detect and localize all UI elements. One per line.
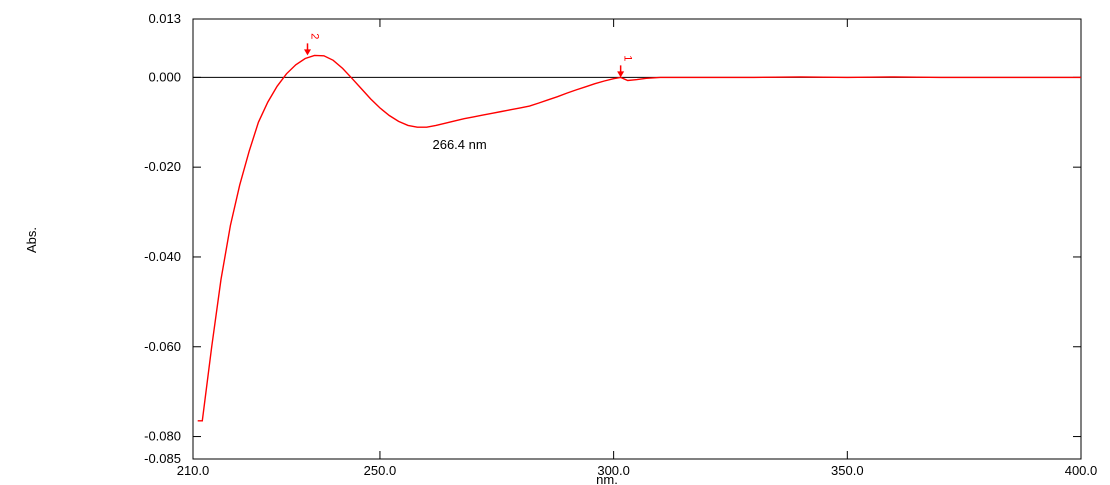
axis-ticks: 0.013 0.000 -0.020 -0.040 -0.060 -0.080 -0.085… [144,11,1097,478]
plot-frame [192,18,1082,460]
x-tick-label: 350.0 [831,463,864,478]
annotations: 266.4 nm [432,137,486,152]
x-tick-label: 300.0 [597,463,630,478]
y-axis-title: Abs. [24,227,39,253]
x-tick-label: 210.0 [177,463,210,478]
x-tick-label: 250.0 [364,463,397,478]
x-axis-title: nm. [596,472,618,485]
y-tick-label: -0.085 [144,451,181,466]
peak-markers: 21 [304,33,634,78]
y-tick-label: -0.080 [144,429,181,444]
y-tick-label: -0.060 [144,339,181,354]
series-lines [197,54,1081,422]
y-tick-label: 0.013 [148,11,181,26]
y-tick-label: -0.040 [144,249,181,264]
peak-label: 1 [622,55,634,61]
annotation-label: 266.4 nm [432,137,486,152]
series-line [197,54,1081,422]
peak-label: 2 [309,33,321,39]
peak-arrow-head [304,49,312,56]
y-tick-label: -0.020 [144,159,181,174]
peak-arrow-head [617,71,625,78]
y-tick-label: 0.000 [148,69,181,84]
x-tick-label: 400.0 [1065,463,1098,478]
